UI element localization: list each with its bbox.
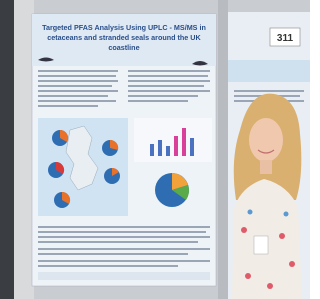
bar-panel (134, 118, 212, 162)
board-divider (218, 0, 228, 299)
board-number: 311 (277, 33, 294, 44)
board-edge (0, 0, 14, 299)
poster-title-line: coastline (108, 43, 139, 52)
poster-right-header (228, 60, 310, 82)
board-left (14, 0, 34, 299)
logo-strip (38, 272, 210, 280)
page: Targeted PFAS Analysis Using UPLC - MS/M… (0, 0, 310, 299)
poster-title-line: Targeted PFAS Analysis Using UPLC - MS/M… (42, 23, 206, 32)
face (249, 118, 283, 162)
neck (260, 160, 272, 174)
name-badge (254, 236, 268, 254)
photo: Targeted PFAS Analysis Using UPLC - MS/M… (0, 0, 310, 299)
poster-title-line: cetaceans and stranded seals around the … (47, 33, 201, 42)
